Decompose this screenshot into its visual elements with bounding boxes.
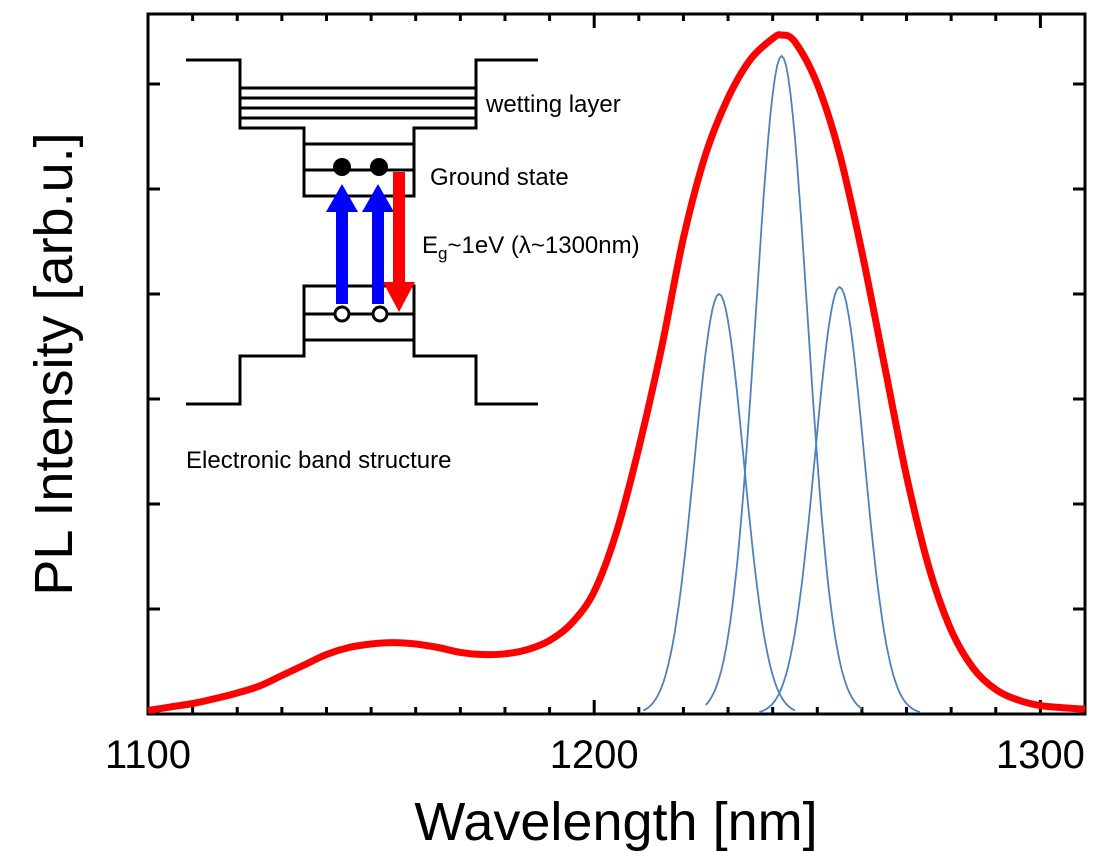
gaussian-fit-line bbox=[642, 292, 796, 712]
gaussian-fit-curves bbox=[642, 54, 921, 713]
y-axis-label: PL Intensity [arb.u.] bbox=[24, 132, 84, 595]
arrow-shaft bbox=[336, 210, 348, 304]
band-structure-caption: Electronic band structure bbox=[186, 447, 451, 474]
electron-dot bbox=[370, 158, 388, 176]
emission-arrow bbox=[383, 172, 415, 312]
hole-circle bbox=[333, 305, 351, 323]
x-axis-label: Wavelength [nm] bbox=[414, 792, 817, 851]
valence-band-edge bbox=[186, 284, 538, 406]
conduction-band-edge bbox=[186, 58, 538, 198]
holes bbox=[333, 305, 389, 323]
electron-dot bbox=[333, 158, 351, 176]
gaussian-fit-line bbox=[759, 285, 921, 713]
hole-circle bbox=[371, 305, 389, 323]
energy-symbol: E bbox=[422, 232, 438, 259]
pl-spectrum-line bbox=[147, 31, 1086, 714]
electrons bbox=[333, 158, 388, 176]
wetting-layer-label: wetting layer bbox=[485, 91, 621, 118]
x-tick-label: 1200 bbox=[550, 733, 639, 777]
blue-arrow-up bbox=[326, 184, 358, 304]
x-axis-ticks: 1100 1200 1300 bbox=[105, 14, 1087, 777]
y-axis-ticks bbox=[148, 82, 1085, 611]
arrow-head bbox=[326, 184, 358, 212]
plot-frame bbox=[146, 12, 1087, 716]
band-structure-inset bbox=[186, 58, 538, 406]
bandgap-energy-label: Eg~1eV (λ~1300nm) bbox=[422, 232, 640, 263]
blue-arrow-up bbox=[362, 184, 394, 304]
arrow-head bbox=[383, 282, 415, 312]
arrow-shaft bbox=[372, 210, 384, 304]
x-tick-label: 1300 bbox=[996, 733, 1085, 777]
energy-subscript: g bbox=[438, 244, 447, 263]
x-tick-label: 1100 bbox=[105, 733, 191, 777]
gaussian-fit-line bbox=[705, 54, 863, 710]
arrow-head bbox=[362, 184, 394, 212]
ground-state-label: Ground state bbox=[430, 164, 569, 191]
absorption-arrows bbox=[326, 184, 394, 304]
energy-value: ~1eV (λ~1300nm) bbox=[447, 232, 639, 259]
measured-spectrum bbox=[147, 31, 1086, 714]
arrow-shaft bbox=[393, 172, 405, 284]
